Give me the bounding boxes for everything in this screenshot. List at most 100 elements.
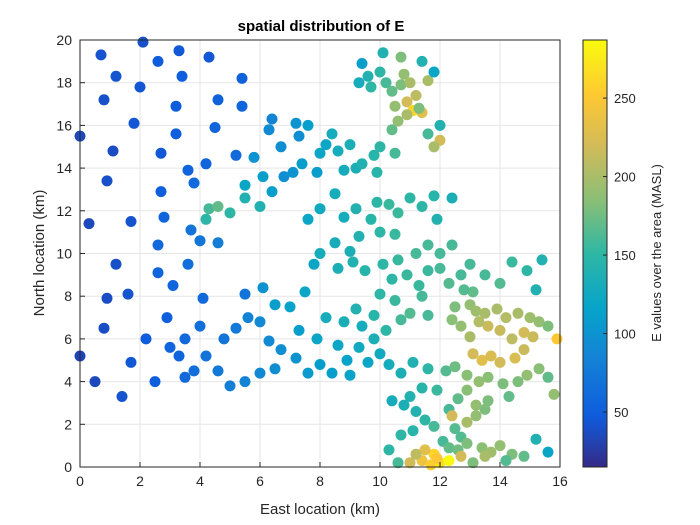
scatter-point xyxy=(158,211,170,223)
scatter-point xyxy=(395,314,407,326)
scatter-point xyxy=(239,179,251,191)
scatter-point xyxy=(314,147,326,159)
scatter-point xyxy=(368,333,380,345)
scatter-point xyxy=(449,423,461,435)
scatter-point xyxy=(128,117,140,129)
scatter-point xyxy=(422,75,434,87)
colorbar-gradient xyxy=(582,39,608,468)
scatter-point xyxy=(188,365,200,377)
scatter-point xyxy=(200,350,212,362)
scatter-point xyxy=(224,207,236,219)
scatter-point xyxy=(476,442,488,454)
x-tick-label: 16 xyxy=(552,473,568,489)
scatter-point xyxy=(203,203,215,215)
scatter-point xyxy=(236,100,248,112)
y-tick-label: 14 xyxy=(56,160,72,176)
scatter-point xyxy=(470,305,482,317)
scatter-point xyxy=(257,282,269,294)
scatter-point xyxy=(500,312,512,324)
colorbar-tick-label: 100 xyxy=(614,327,636,342)
scatter-point xyxy=(446,239,458,251)
scatter-point xyxy=(431,213,443,225)
colorbar-tick-label: 200 xyxy=(614,170,636,185)
scatter-point xyxy=(110,70,122,82)
scatter-point xyxy=(551,333,563,345)
x-tick-label: 14 xyxy=(492,473,508,489)
scatter-point xyxy=(173,350,185,362)
scatter-point xyxy=(308,258,320,270)
scatter-point xyxy=(506,256,518,268)
scatter-point xyxy=(446,314,458,326)
scatter-point xyxy=(434,248,446,259)
scatter-point xyxy=(404,457,416,469)
scatter-point xyxy=(416,290,428,302)
scatter-point xyxy=(392,115,404,127)
y-tick-label: 10 xyxy=(56,246,72,262)
scatter-point xyxy=(326,367,338,379)
scatter-point xyxy=(374,226,386,238)
scatter-point xyxy=(377,47,389,59)
scatter-point xyxy=(125,216,137,227)
scatter-point xyxy=(455,269,467,281)
scatter-point xyxy=(293,324,305,336)
scatter-point xyxy=(401,269,413,281)
scatter-point xyxy=(440,365,452,377)
scatter-point xyxy=(524,312,536,324)
x-tick-label: 2 xyxy=(136,473,144,489)
scatter-point xyxy=(422,239,434,251)
scatter-point xyxy=(293,130,305,142)
scatter-point xyxy=(122,288,134,300)
scatter-point xyxy=(371,196,383,208)
scatter-point xyxy=(464,331,476,343)
scatter-point xyxy=(269,299,281,311)
scatter-point xyxy=(392,457,404,469)
y-tick-label: 4 xyxy=(64,374,72,390)
scatter-point xyxy=(95,49,107,61)
y-axis-label: North location (km) xyxy=(31,190,48,317)
scatter-point xyxy=(218,333,230,345)
scatter-point xyxy=(230,149,242,161)
scatter-point xyxy=(242,312,254,324)
scatter-point xyxy=(404,192,416,204)
scatter-point xyxy=(521,369,533,381)
scatter-point xyxy=(314,203,326,215)
scatter-point xyxy=(461,384,473,396)
scatter-point xyxy=(395,429,407,441)
scatter-point xyxy=(464,258,476,270)
colorbar: 50 100 150 200 250 xyxy=(582,39,636,468)
scatter-point xyxy=(302,119,314,131)
scatter-point xyxy=(410,448,422,460)
scatter-point xyxy=(152,55,164,67)
scatter-point xyxy=(353,341,365,353)
scatter-point xyxy=(332,339,344,351)
scatter-point xyxy=(470,410,482,422)
scatter-point xyxy=(137,36,149,48)
colorbar-tick-label: 150 xyxy=(614,248,636,263)
scatter-point xyxy=(152,267,164,279)
scatter-point xyxy=(461,416,473,428)
scatter-point xyxy=(428,141,440,153)
scatter-point xyxy=(422,265,434,277)
scatter-point xyxy=(362,70,374,82)
scatter-point xyxy=(287,166,299,178)
scatter-point xyxy=(389,100,401,112)
x-tick-label: 4 xyxy=(196,473,204,489)
scatter-point xyxy=(383,444,395,456)
scatter-point xyxy=(413,102,425,114)
scatter-point xyxy=(116,391,128,402)
scatter-point xyxy=(353,77,365,89)
scatter-point xyxy=(536,254,548,266)
scatter-point xyxy=(290,352,302,364)
scatter-point xyxy=(416,55,428,67)
scatter-point xyxy=(254,316,266,328)
scatter-point xyxy=(407,356,419,368)
scatter-point xyxy=(101,292,113,304)
y-tick-label: 8 xyxy=(64,288,72,304)
y-tick-label: 16 xyxy=(56,117,72,133)
scatter-point xyxy=(338,316,350,328)
scatter-point xyxy=(212,94,224,106)
scatter-point xyxy=(461,369,473,381)
scatter-point xyxy=(356,158,368,170)
scatter-point xyxy=(395,367,407,379)
scatter-point xyxy=(350,203,362,215)
